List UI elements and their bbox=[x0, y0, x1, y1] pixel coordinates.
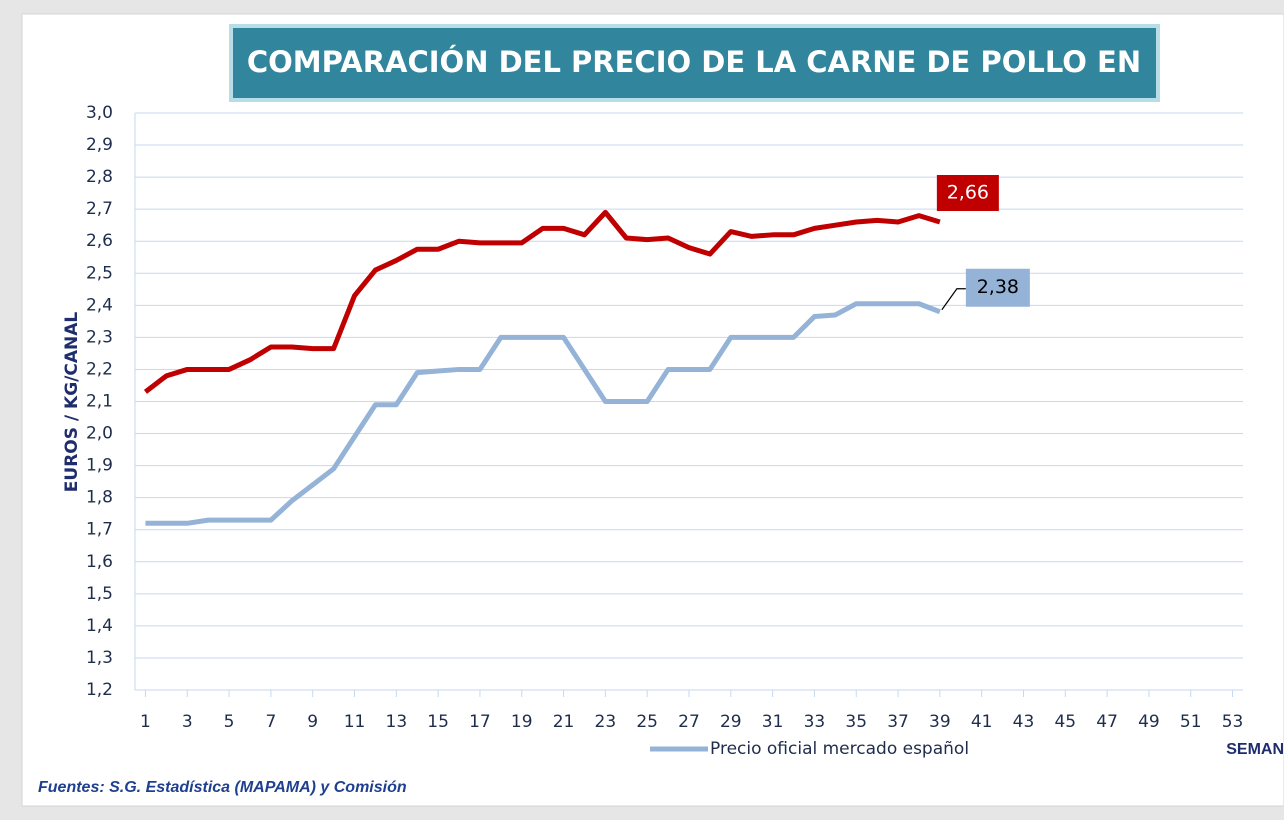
x-tick-label: 53 bbox=[1222, 712, 1244, 732]
x-tick-label: 49 bbox=[1138, 712, 1160, 732]
y-tick-label: 2,8 bbox=[86, 167, 113, 187]
title-box bbox=[229, 24, 1160, 102]
legend-label: Precio oficial mercado español bbox=[710, 739, 969, 759]
x-tick-label: 45 bbox=[1054, 712, 1076, 732]
y-tick-label: 1,5 bbox=[86, 584, 113, 604]
x-tick-label: 39 bbox=[929, 712, 951, 732]
x-tick-label: 23 bbox=[595, 712, 617, 732]
y-tick-label: 1,3 bbox=[86, 648, 113, 668]
x-tick-label: 33 bbox=[804, 712, 826, 732]
x-tick-label: 27 bbox=[678, 712, 700, 732]
source-note: Fuentes: S.G. Estadística (MAPAMA) y Com… bbox=[38, 779, 407, 796]
x-tick-label: 31 bbox=[762, 712, 784, 732]
x-tick-label: 21 bbox=[553, 712, 575, 732]
x-tick-label: 15 bbox=[427, 712, 449, 732]
series-line bbox=[143, 209, 941, 394]
y-tick-label: 3,0 bbox=[86, 103, 113, 123]
y-tick-label: 2,9 bbox=[86, 135, 113, 155]
x-tick-label: 41 bbox=[971, 712, 993, 732]
x-tick-label: 13 bbox=[386, 712, 408, 732]
x-tick-label: 43 bbox=[1013, 712, 1035, 732]
data-label-box bbox=[936, 174, 999, 211]
y-tick-label: 2,7 bbox=[86, 199, 113, 219]
x-tick-label: 7 bbox=[265, 712, 276, 732]
y-tick-label: 1,7 bbox=[86, 520, 113, 540]
y-axis-label: EUROS / KG/CANAL bbox=[62, 312, 82, 493]
y-tick-label: 1,9 bbox=[86, 456, 113, 476]
data-label-box bbox=[965, 268, 1030, 307]
y-tick-label: 2,4 bbox=[86, 295, 113, 315]
x-tick-label: 47 bbox=[1096, 712, 1118, 732]
x-tick-label: 29 bbox=[720, 712, 742, 732]
y-tick-label: 2,2 bbox=[86, 359, 113, 379]
x-tick-label: 1 bbox=[140, 712, 151, 732]
x-axis-label: SEMAN bbox=[1226, 741, 1284, 758]
y-tick-label: 1,6 bbox=[86, 552, 113, 572]
chart-title: COMPARACIÓN DEL PRECIO DE LA CARNE DE PO… bbox=[247, 45, 1141, 79]
x-tick-label: 9 bbox=[307, 712, 318, 732]
y-tick-label: 2,0 bbox=[86, 424, 113, 444]
series-line bbox=[145, 301, 941, 526]
y-tick-label: 1,4 bbox=[86, 616, 113, 636]
x-tick-label: 51 bbox=[1180, 712, 1202, 732]
data-label: 2,38 bbox=[977, 276, 1019, 298]
x-tick-label: 3 bbox=[182, 712, 193, 732]
x-tick-label: 19 bbox=[511, 712, 533, 732]
x-tick-label: 35 bbox=[845, 712, 867, 732]
y-tick-label: 1,8 bbox=[86, 488, 113, 508]
y-tick-label: 2,3 bbox=[86, 327, 113, 347]
x-tick-label: 25 bbox=[636, 712, 658, 732]
data-label: 2,66 bbox=[947, 181, 989, 203]
x-tick-label: 17 bbox=[469, 712, 491, 732]
x-tick-label: 37 bbox=[887, 712, 909, 732]
panel bbox=[21, 13, 1284, 807]
x-tick-label: 5 bbox=[224, 712, 235, 732]
y-tick-label: 2,5 bbox=[86, 263, 113, 283]
x-tick-label: 11 bbox=[344, 712, 366, 732]
y-tick-label: 1,2 bbox=[86, 680, 113, 700]
leader-line bbox=[941, 288, 966, 311]
y-tick-label: 2,1 bbox=[86, 392, 113, 412]
y-tick-label: 2,6 bbox=[86, 231, 113, 251]
